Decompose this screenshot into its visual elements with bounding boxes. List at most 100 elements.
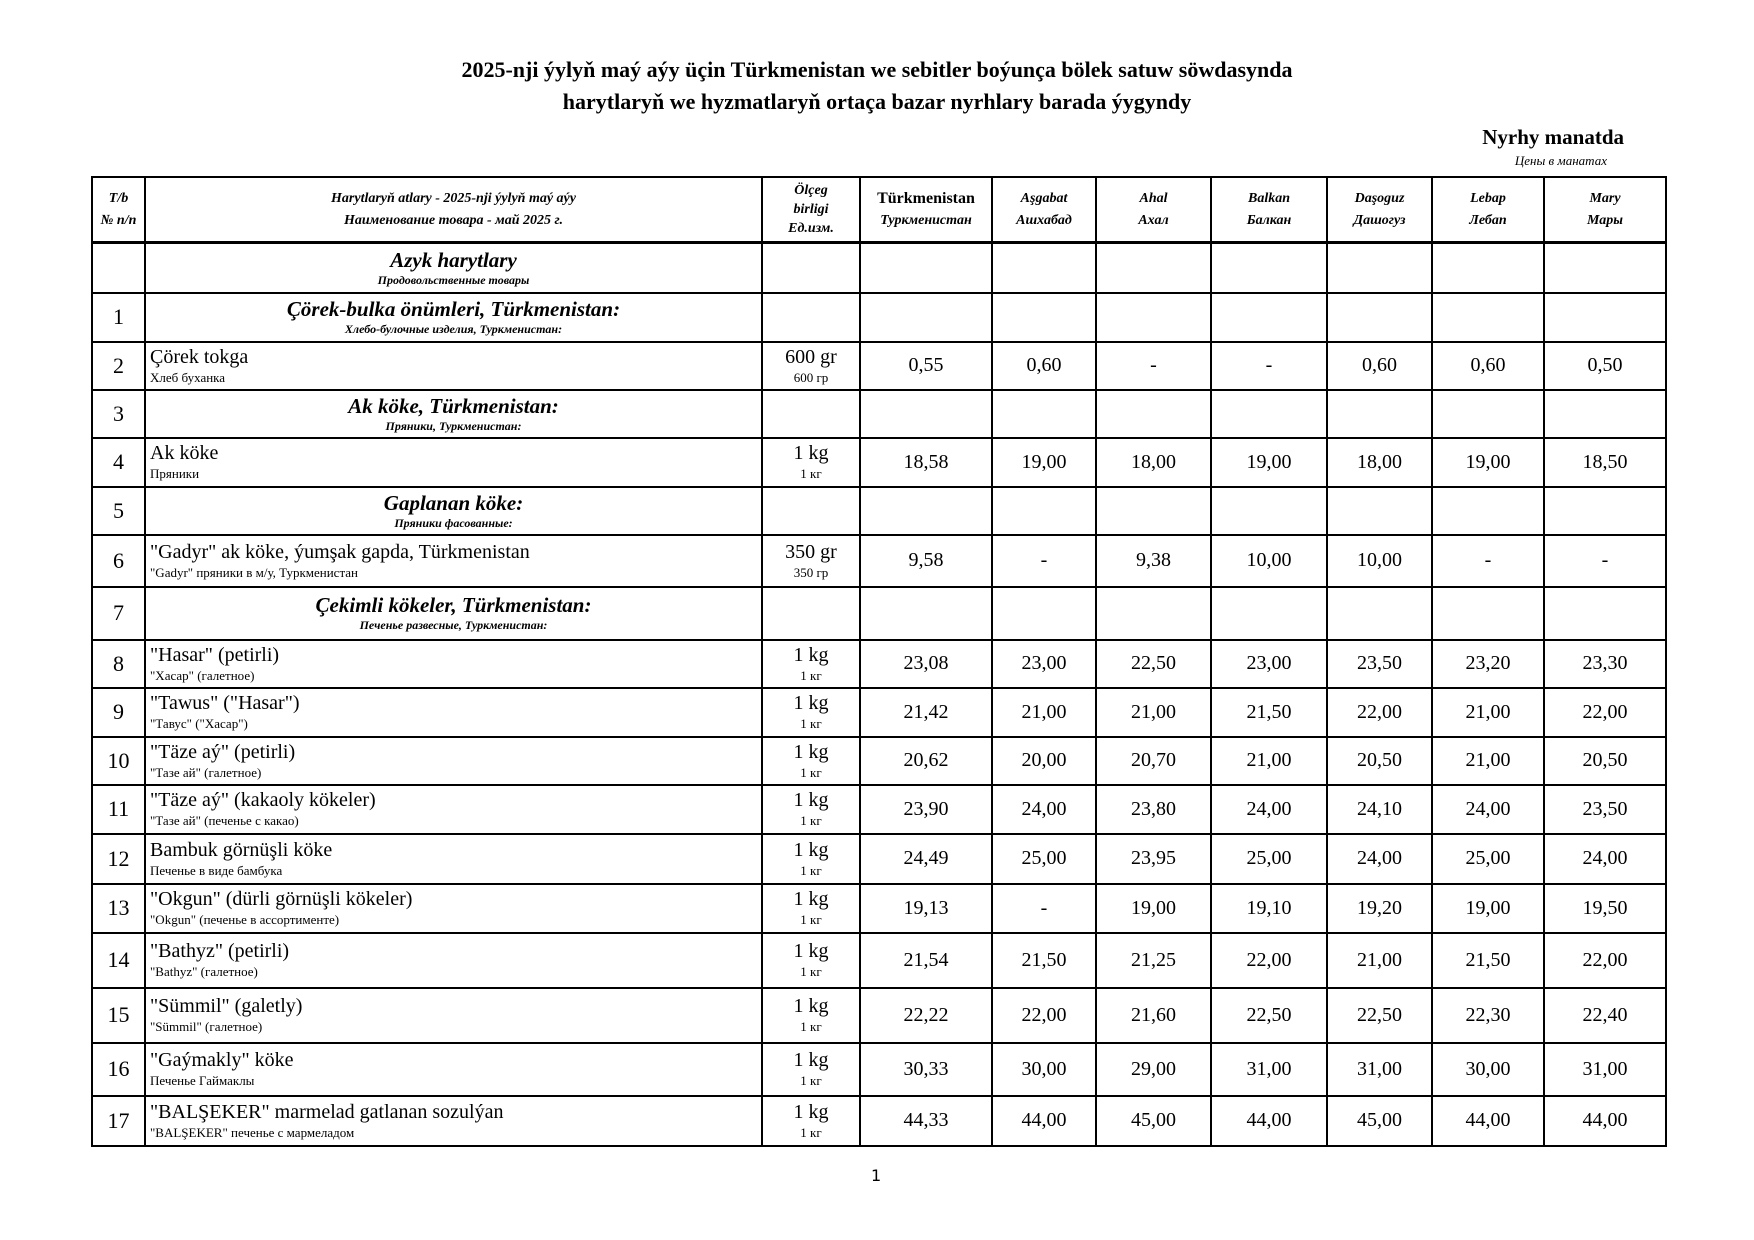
unit: 1 kg: [793, 442, 829, 464]
empty-cell: [761, 241, 861, 294]
unit-ru: 1 кг: [800, 716, 822, 731]
price-cell: 24,00: [1210, 783, 1328, 835]
row-number: 11: [91, 783, 146, 835]
price-cell: 0,50: [1543, 340, 1667, 391]
price-cell: 23,00: [991, 638, 1097, 689]
price-cell: 24,10: [1326, 783, 1433, 835]
section-row: 1 Çörek-bulka önümleri, Türkmenistan: Хлеб…: [91, 291, 1667, 343]
section-name: Ak köke, Türkmenistan:: [348, 393, 559, 418]
unit-cell: 1 kg 1 кг: [761, 436, 861, 488]
table-row: 6 "Gadyr" ak köke, ýumşak gapda, Türkmeni…: [91, 533, 1667, 588]
header-region-ashgabat: Aşgabat Ашхабад: [991, 176, 1097, 244]
price-cell: 31,00: [1326, 1041, 1433, 1097]
price-cell: 10,00: [1210, 533, 1328, 588]
section-name-ru: Печенье развесные, Туркменистан:: [359, 618, 548, 632]
section-title: Gaplanan köke: Пряники фасованные:: [144, 485, 763, 536]
price-cell: 31,00: [1543, 1041, 1667, 1097]
item-name: "Täze aý" (petirli): [150, 740, 296, 763]
table-row: 9 "Tawus" ("Hasar") "Тавус" ("Хасар") 1 kg 1…: [91, 686, 1667, 738]
unit: 1 kg: [793, 643, 829, 666]
empty-cell: [1543, 291, 1667, 343]
item-name-cell: "Hasar" (petirli) "Хасар" (галетное): [144, 638, 763, 689]
unit-ru: 1 кг: [800, 764, 822, 780]
price-cell: 23,30: [1543, 638, 1667, 689]
empty-cell: [1095, 388, 1212, 439]
unit: 1 kg: [793, 692, 829, 714]
empty-cell: [1431, 585, 1545, 641]
header-no: T/b № п/п: [91, 176, 146, 244]
unit: 1 kg: [793, 995, 829, 1017]
price-cell: 21,00: [1210, 735, 1328, 786]
row-number: 12: [91, 832, 146, 885]
empty-cell: [1210, 485, 1328, 536]
price-cell: 25,00: [1431, 832, 1545, 885]
price-cell: 22,50: [1210, 986, 1328, 1044]
unit: 1 kg: [793, 1100, 829, 1123]
price-cell: 22,00: [1543, 686, 1667, 738]
table-row: 13 "Okgun" (dürli görnüşli kökeler) "Okgun…: [91, 882, 1667, 934]
row-number: 16: [91, 1041, 146, 1097]
item-name-cell: "Sümmil" (galetly) "Sümmil" (галетное): [144, 986, 763, 1044]
empty-cell: [1431, 291, 1545, 343]
empty-cell: [859, 241, 993, 294]
unit-cell: 1 kg 1 кг: [761, 1094, 861, 1147]
price-cell: -: [1543, 533, 1667, 588]
price-cell: 21,50: [1210, 686, 1328, 738]
price-cell: 22,50: [1095, 638, 1212, 689]
row-number: 5: [91, 485, 146, 536]
empty-cell: [1095, 241, 1212, 294]
price-cell: 18,58: [859, 436, 993, 488]
header-region-lebap: Lebap Лебап: [1431, 176, 1545, 244]
row-number: 6: [91, 533, 146, 588]
header-region-ahal: Ahal Ахал: [1095, 176, 1212, 244]
table-header-row: T/b № п/п Harytlaryň atlary - 2025-nji ýy…: [91, 176, 1667, 244]
price-cell: 23,00: [1210, 638, 1328, 689]
price-cell: 21,50: [1431, 931, 1545, 989]
row-number: 15: [91, 986, 146, 1044]
price-cell: 0,55: [859, 340, 993, 391]
header-name: Harytlaryň atlary - 2025-nji ýylyň maý a…: [144, 176, 763, 244]
price-cell: 22,00: [1543, 931, 1667, 989]
price-cell: 45,00: [1326, 1094, 1433, 1147]
table-row: 4 Ak köke Пряники 1 kg 1 кг 18,58 19,00 18,00 19…: [91, 436, 1667, 488]
unit: 1 kg: [793, 1049, 829, 1071]
item-name-ru: Пряники: [150, 466, 200, 481]
unit-ru: 1 кг: [800, 667, 822, 683]
price-cell: 19,00: [1095, 882, 1212, 934]
unit-cell: 600 gr 600 гр: [761, 340, 861, 391]
row-number: 3: [91, 388, 146, 439]
table-row: 16 "Gaýmakly" köke Печенье Гаймаклы 1 kg 1 к…: [91, 1041, 1667, 1097]
price-cell: 31,00: [1210, 1041, 1328, 1097]
row-number: 13: [91, 882, 146, 934]
price-cell: -: [1431, 533, 1545, 588]
unit-cell: 1 kg 1 кг: [761, 986, 861, 1044]
section-row: 5 Gaplanan köke: Пряники фасованные:: [91, 485, 1667, 536]
header-region-balkan: Balkan Балкан: [1210, 176, 1328, 244]
empty-cell: [991, 291, 1097, 343]
row-number: 1: [91, 291, 146, 343]
unit-ru: 1 кг: [800, 1124, 822, 1140]
empty-cell: [1326, 241, 1433, 294]
price-cell: 21,00: [991, 686, 1097, 738]
empty-cell: [991, 241, 1097, 294]
price-cell: -: [991, 882, 1097, 934]
price-cell: 44,00: [1431, 1094, 1545, 1147]
price-cell: 22,00: [1326, 686, 1433, 738]
empty-cell: [1095, 585, 1212, 641]
price-cell: 19,00: [991, 436, 1097, 488]
unit-cell: 1 kg 1 кг: [761, 832, 861, 885]
price-cell: 18,50: [1543, 436, 1667, 488]
price-cell: 44,33: [859, 1094, 993, 1147]
table-row: 12 Bambuk görnüşli köke Печенье в виде бам…: [91, 832, 1667, 885]
item-name: "Tawus" ("Hasar"): [150, 692, 300, 714]
item-name-cell: "BALŞEKER" marmelad gatlanan sozulýan "BA…: [144, 1094, 763, 1147]
price-cell: 30,33: [859, 1041, 993, 1097]
item-name-ru: "Тазе ай" (галетное): [150, 764, 262, 780]
row-number: 17: [91, 1094, 146, 1147]
row-number: 4: [91, 436, 146, 488]
section-name-ru: Пряники фасованные:: [394, 515, 513, 530]
empty-cell: [1543, 388, 1667, 439]
empty-cell: [991, 485, 1097, 536]
price-cell: 29,00: [1095, 1041, 1212, 1097]
item-name: "Gadyr" ak köke, ýumşak gapda, Türkmenis…: [150, 540, 530, 563]
